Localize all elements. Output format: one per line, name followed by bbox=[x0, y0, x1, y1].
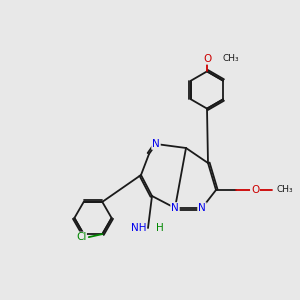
Text: N: N bbox=[171, 203, 179, 213]
Text: N: N bbox=[198, 203, 206, 213]
Text: CH₃: CH₃ bbox=[223, 54, 239, 63]
Text: H: H bbox=[156, 223, 164, 233]
Text: Cl: Cl bbox=[76, 232, 86, 242]
Text: NH: NH bbox=[131, 223, 146, 233]
Text: N: N bbox=[152, 139, 160, 149]
Text: O: O bbox=[203, 54, 212, 64]
Text: CH₃: CH₃ bbox=[277, 185, 293, 194]
Text: O: O bbox=[251, 185, 259, 195]
